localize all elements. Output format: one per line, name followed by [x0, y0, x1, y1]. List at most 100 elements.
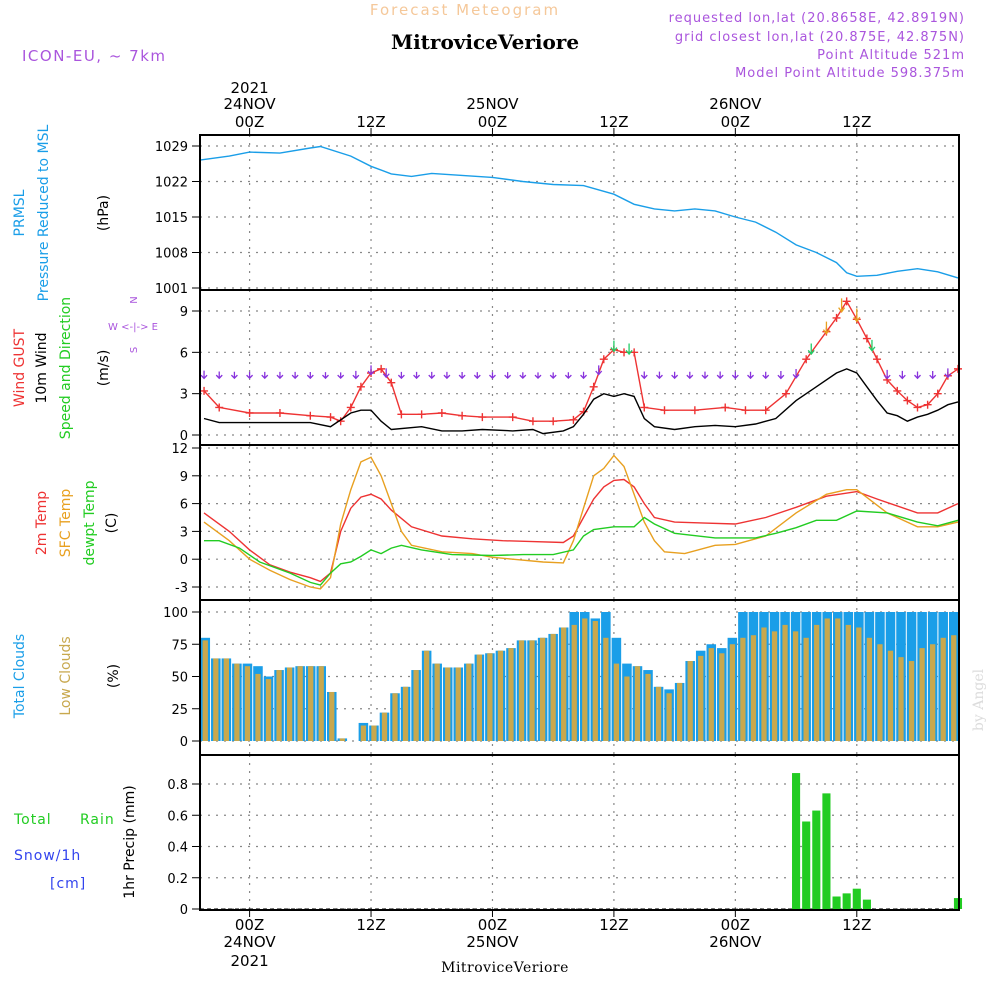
pressure-label-msl: Pressure Reduced to MSL	[36, 124, 52, 301]
wind-direction-arrow	[291, 371, 299, 380]
bar-rain	[822, 793, 831, 909]
y-tick-label: 3	[180, 525, 188, 540]
wind-direction-arrow	[762, 371, 770, 380]
wind-direction-arrow	[838, 298, 846, 314]
bar-low-clouds	[719, 653, 725, 741]
precip-label-snow: Snow/1h	[14, 848, 81, 864]
wind-direction-arrow	[853, 308, 861, 323]
bar-low-clouds	[792, 631, 799, 741]
gust-marker	[200, 386, 209, 395]
gust-marker	[832, 313, 841, 322]
gust-marker	[690, 406, 699, 415]
wind-direction-arrow	[747, 371, 754, 380]
wind-direction-arrow	[276, 371, 284, 380]
top-time-label: 12Z	[842, 113, 871, 131]
gust-marker	[599, 355, 608, 364]
gust-marker	[802, 355, 811, 364]
gust-marker	[458, 411, 467, 420]
y-tick-label: -3	[175, 581, 188, 596]
series-line	[203, 478, 959, 583]
bar-low-clouds	[592, 621, 598, 741]
panel-pressure: 1001 1008 1015 1022 1029	[155, 134, 960, 297]
gust-marker	[245, 408, 254, 417]
gust-marker	[741, 406, 750, 415]
gust-marker	[903, 396, 912, 405]
gust-marker	[873, 355, 882, 364]
gust-marker	[842, 297, 851, 306]
bar-low-clouds	[571, 624, 577, 741]
wind-direction-arrow	[671, 371, 679, 380]
bottom-time-label: 00Z	[235, 916, 264, 934]
wind-direction-arrow	[322, 372, 329, 380]
wind-direction-arrow	[549, 372, 557, 380]
y-tick-label: 0.4	[167, 841, 188, 856]
bar-low-clouds	[761, 627, 767, 741]
wind-direction-arrow	[261, 371, 269, 380]
plot-area	[200, 600, 959, 755]
wind-direction-arrow	[640, 371, 648, 380]
gust-marker	[660, 406, 669, 415]
bar-low-clouds	[202, 640, 208, 741]
panel-frame	[199, 754, 960, 911]
wind-label-10m: 10m Wind	[34, 332, 50, 403]
precip-label-rain: Rain	[80, 812, 115, 828]
temperature-labels: 2m Temp SFC Temp dewpt Temp (C)	[34, 480, 120, 565]
bar-low-clouds	[329, 691, 335, 741]
chart-title: Forecast Meteogram	[370, 1, 560, 19]
model-altitude: Model Point Altitude 598.375m	[735, 66, 965, 81]
bar-low-clouds	[898, 657, 904, 741]
y-tick-label: 75	[171, 638, 188, 653]
bar-low-clouds	[908, 661, 915, 741]
wind-direction-arrow	[822, 321, 830, 335]
wind-direction-arrow	[868, 339, 876, 352]
gust-marker	[761, 406, 770, 415]
gust-marker	[437, 408, 446, 417]
top-time-label: 12Z	[356, 113, 385, 131]
bar-low-clouds	[402, 686, 409, 741]
bar-low-clouds	[308, 666, 314, 741]
wind-direction-arrow	[428, 371, 436, 380]
wind-direction-arrow	[215, 371, 223, 380]
wind-direction-arrow	[382, 368, 390, 379]
bar-low-clouds	[518, 640, 525, 741]
wind-direction-arrow	[397, 371, 405, 380]
pressure-label-prmsl: PRMSL	[12, 189, 28, 236]
bar-low-clouds	[466, 663, 472, 741]
wind-direction-arrow	[792, 369, 800, 379]
wind-direction-arrow	[944, 368, 952, 379]
bar-low-clouds	[887, 650, 894, 741]
bar-low-clouds	[729, 644, 735, 741]
y-tick-label: 0.6	[167, 809, 188, 824]
gust-marker	[397, 410, 406, 419]
bar-low-clouds	[940, 637, 946, 741]
bar-low-clouds	[276, 670, 282, 741]
top-time-label: 2021	[230, 79, 268, 97]
model-name: ICON-EU, ~ 7km	[22, 47, 167, 65]
gust-marker	[721, 403, 730, 412]
bar-low-clouds	[613, 663, 620, 741]
bar-low-clouds	[381, 712, 388, 741]
panel-clouds: 0 25 50 75 100	[163, 599, 960, 756]
gust-marker	[549, 417, 558, 426]
wind-direction-arrow	[701, 371, 709, 380]
bar-low-clouds	[339, 738, 345, 741]
wind-direction-arrow	[595, 365, 603, 376]
bottom-time-label: 24NOV	[224, 933, 277, 951]
wind-direction-arrow	[246, 371, 254, 380]
bar-low-clouds	[824, 618, 830, 741]
bar-low-clouds	[213, 658, 219, 741]
point-altitude: Point Altitude 521m	[817, 48, 965, 63]
bar-rain	[812, 810, 821, 909]
bar-rain	[953, 898, 963, 909]
wind-direction-arrow	[352, 370, 360, 380]
wind-labels: Wind GUST 10m Wind Speed and Direction (…	[12, 296, 158, 439]
y-tick-label: 0	[180, 735, 188, 750]
wind-direction-arrow	[883, 369, 891, 380]
y-tick-label: 12	[171, 442, 188, 457]
y-tick-label: 50	[171, 671, 188, 686]
bar-rain	[842, 893, 851, 909]
bar-low-clouds	[286, 667, 293, 741]
bottom-time-label: 12Z	[842, 916, 871, 934]
compass-north: N	[129, 296, 140, 303]
